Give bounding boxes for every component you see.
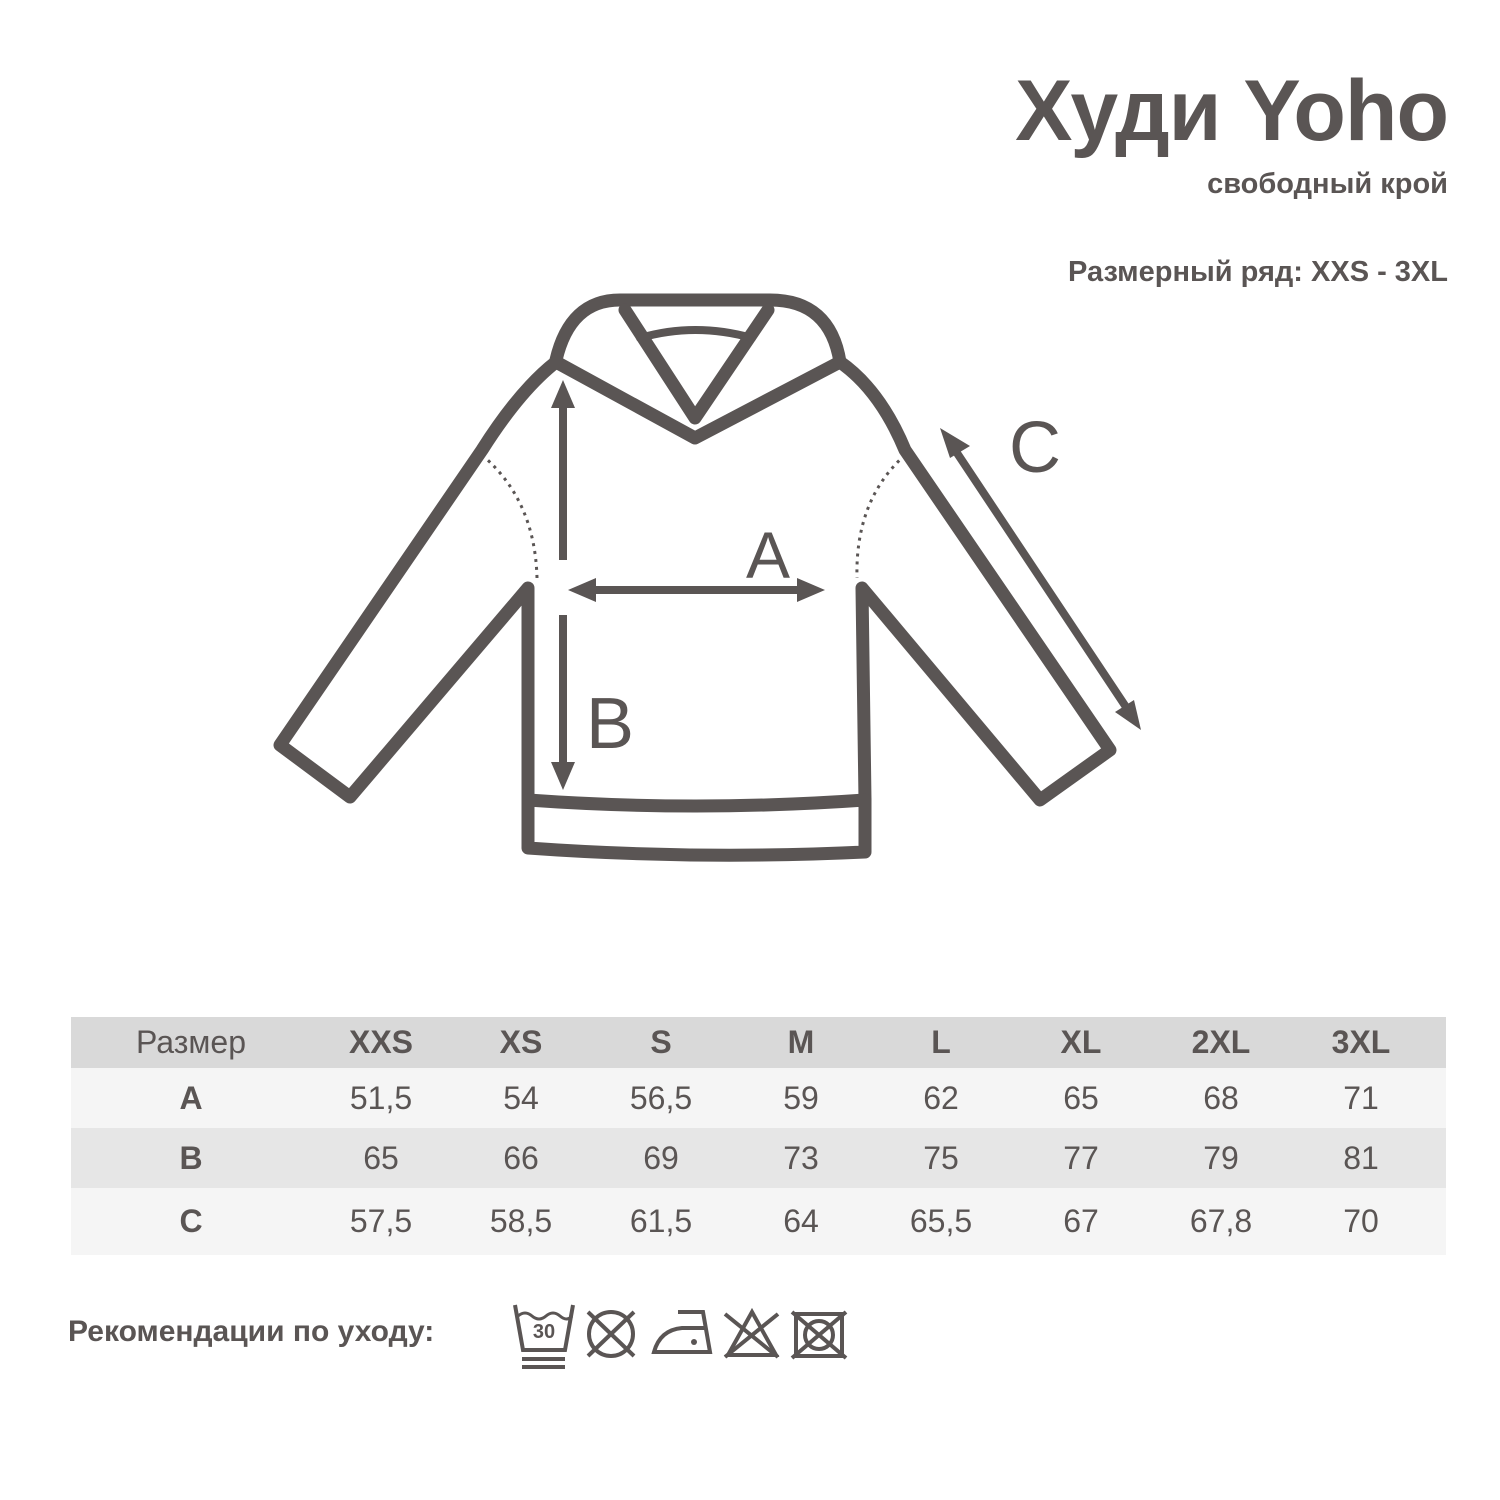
header-cell: L xyxy=(931,1024,951,1060)
table-cell: 70 xyxy=(1343,1203,1379,1239)
row-label: C xyxy=(179,1203,203,1239)
table-cell: 65,5 xyxy=(909,1203,973,1239)
table-cell: 56,5 xyxy=(629,1079,693,1116)
table-cell: 54 xyxy=(503,1079,539,1116)
size-range: Размерный ряд: XXS - 3XL xyxy=(1068,256,1448,288)
size-table: Размер XXS XS S M L XL 2XL 3XL A 51,5 54… xyxy=(71,1017,1446,1255)
hoodie-collar xyxy=(549,303,847,445)
table-cell: 71 xyxy=(1343,1079,1379,1116)
header-cell: 2XL xyxy=(1191,1024,1251,1060)
svg-text:30: 30 xyxy=(533,1321,555,1343)
table-cell: 64 xyxy=(783,1203,819,1239)
right-armhole-seam xyxy=(855,453,907,579)
header-cell: S xyxy=(650,1024,672,1060)
hoodie-inner-hood xyxy=(636,326,756,342)
care-label: Рекомендации по уходу: xyxy=(68,1315,435,1348)
table-cell: 65 xyxy=(363,1139,399,1176)
no-bleach-icon xyxy=(586,1310,636,1358)
wash-30-gentle-icon: 30 xyxy=(513,1304,575,1369)
hoodie-diagram: A B C xyxy=(273,293,1141,862)
table-cell: 62 xyxy=(923,1079,959,1116)
hoodie-hood xyxy=(549,293,847,369)
header-cell: XS xyxy=(499,1024,543,1060)
table-cell: 68 xyxy=(1203,1079,1239,1116)
table-cell: 81 xyxy=(1343,1139,1379,1176)
hoodie-left-sleeve xyxy=(273,355,563,807)
table-cell: 69 xyxy=(643,1139,679,1176)
no-tumble-dry-icon xyxy=(790,1310,848,1360)
table-row: C 57,5 58,5 61,5 64 65,5 67 67,8 70 xyxy=(71,1188,1446,1255)
table-cell: 67 xyxy=(1063,1203,1099,1239)
table-cell: 77 xyxy=(1063,1139,1099,1176)
table-cell: 79 xyxy=(1203,1139,1239,1176)
row-label: B xyxy=(179,1139,203,1176)
hoodie-hem xyxy=(521,793,872,862)
iron-low-icon xyxy=(651,1310,713,1354)
care-icons: 30 xyxy=(513,1304,848,1369)
header-cell: XXS xyxy=(348,1024,414,1060)
label-c: C xyxy=(1009,408,1061,488)
table-cell: 67,8 xyxy=(1189,1203,1253,1239)
no-bleach-triangle-icon xyxy=(723,1307,780,1359)
table-cell: 66 xyxy=(503,1139,539,1176)
table-cell: 75 xyxy=(923,1139,959,1176)
label-a: A xyxy=(746,518,790,592)
header-cell: Размер xyxy=(136,1024,246,1060)
table-header-row: Размер XXS XS S M L XL 2XL 3XL xyxy=(71,1017,1446,1068)
table-cell: 57,5 xyxy=(349,1203,413,1239)
left-armhole-seam xyxy=(481,453,539,579)
hoodie-right-sleeve xyxy=(833,355,1117,807)
table-cell: 65 xyxy=(1063,1079,1099,1116)
table-row: A 51,5 54 56,5 59 62 65 68 71 xyxy=(71,1068,1446,1128)
page-subtitle: свободный крой xyxy=(1207,168,1448,200)
table-row: B 65 66 69 73 75 77 79 81 xyxy=(71,1128,1446,1188)
header-cell: XL xyxy=(1060,1024,1102,1060)
row-label: A xyxy=(179,1079,203,1116)
table-cell: 51,5 xyxy=(349,1079,413,1116)
header-cell: M xyxy=(787,1024,815,1060)
table-cell: 73 xyxy=(783,1139,819,1176)
label-b: B xyxy=(586,684,634,764)
table-cell: 59 xyxy=(783,1079,819,1116)
table-cell: 61,5 xyxy=(629,1203,693,1239)
header-cell: 3XL xyxy=(1331,1024,1391,1060)
table-cell: 58,5 xyxy=(489,1203,553,1239)
measure-c-arrow xyxy=(951,447,1132,713)
page-title: Худи Yoho xyxy=(1015,63,1449,159)
